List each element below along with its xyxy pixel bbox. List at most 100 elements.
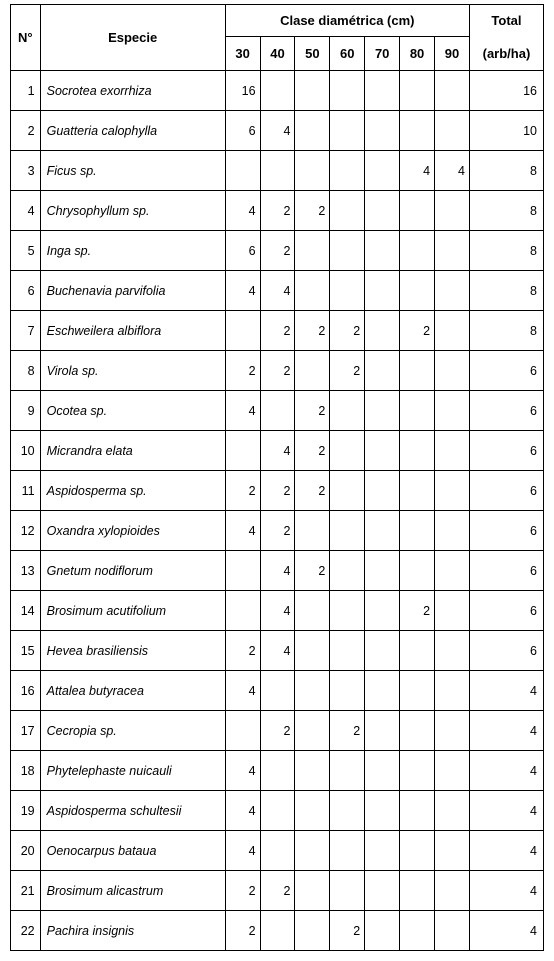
cell-value	[400, 271, 435, 311]
cell-total: 6	[469, 631, 543, 671]
cell-value	[400, 71, 435, 111]
cell-value	[225, 591, 260, 631]
cell-value	[225, 551, 260, 591]
cell-value	[400, 471, 435, 511]
cell-value	[400, 191, 435, 231]
table-row: 21Brosimum alicastrum224	[11, 871, 544, 911]
cell-value	[435, 551, 470, 591]
cell-value	[260, 391, 295, 431]
cell-especie: Socrotea exorrhiza	[40, 71, 225, 111]
cell-value: 4	[225, 191, 260, 231]
cell-value	[295, 271, 330, 311]
cell-value	[330, 71, 365, 111]
cell-total: 4	[469, 791, 543, 831]
cell-n: 11	[11, 471, 41, 511]
cell-value	[400, 551, 435, 591]
cell-n: 15	[11, 631, 41, 671]
cell-value: 4	[225, 831, 260, 871]
cell-value	[365, 751, 400, 791]
cell-n: 16	[11, 671, 41, 711]
cell-especie: Hevea brasiliensis	[40, 631, 225, 671]
cell-value	[435, 111, 470, 151]
cell-n: 8	[11, 351, 41, 391]
cell-total: 8	[469, 191, 543, 231]
table-row: 9Ocotea sp.426	[11, 391, 544, 431]
cell-value	[365, 831, 400, 871]
cell-total: 8	[469, 311, 543, 351]
cell-especie: Micrandra elata	[40, 431, 225, 471]
cell-especie: Ocotea sp.	[40, 391, 225, 431]
cell-value	[435, 431, 470, 471]
cell-value	[295, 511, 330, 551]
cell-value	[435, 911, 470, 951]
table-header: N° Especie Clase diamétrica (cm) Total 3…	[11, 5, 544, 71]
cell-value	[295, 751, 330, 791]
table-row: 7Eschweilera albiflora22228	[11, 311, 544, 351]
table-row: 17Cecropia sp.224	[11, 711, 544, 751]
cell-value	[435, 311, 470, 351]
header-d90: 90	[435, 37, 470, 71]
cell-value	[295, 351, 330, 391]
cell-value	[365, 311, 400, 351]
cell-value	[295, 591, 330, 631]
cell-value	[400, 831, 435, 871]
cell-value	[435, 831, 470, 871]
cell-value: 4	[225, 391, 260, 431]
cell-value: 16	[225, 71, 260, 111]
cell-total: 4	[469, 751, 543, 791]
cell-n: 17	[11, 711, 41, 751]
cell-n: 21	[11, 871, 41, 911]
table-row: 13Gnetum nodiflorum426	[11, 551, 544, 591]
cell-value: 2	[260, 351, 295, 391]
table-row: 18Phytelephaste nuicauli44	[11, 751, 544, 791]
cell-value: 2	[330, 311, 365, 351]
cell-value: 2	[225, 351, 260, 391]
cell-value	[295, 111, 330, 151]
cell-value: 4	[225, 511, 260, 551]
cell-value	[330, 191, 365, 231]
cell-value	[330, 871, 365, 911]
cell-value	[295, 791, 330, 831]
table-row: 11Aspidosperma sp.2226	[11, 471, 544, 511]
cell-value	[260, 791, 295, 831]
cell-especie: Cecropia sp.	[40, 711, 225, 751]
cell-value: 6	[225, 111, 260, 151]
cell-value	[295, 151, 330, 191]
cell-value	[295, 71, 330, 111]
cell-value: 2	[260, 191, 295, 231]
species-table: N° Especie Clase diamétrica (cm) Total 3…	[10, 4, 544, 951]
cell-value: 2	[330, 911, 365, 951]
cell-n: 20	[11, 831, 41, 871]
cell-value	[400, 231, 435, 271]
cell-value: 4	[225, 751, 260, 791]
cell-value	[365, 111, 400, 151]
cell-value	[330, 271, 365, 311]
cell-total: 4	[469, 911, 543, 951]
cell-value	[295, 831, 330, 871]
header-d40: 40	[260, 37, 295, 71]
cell-value	[365, 471, 400, 511]
header-n: N°	[11, 5, 41, 71]
cell-value	[435, 671, 470, 711]
cell-value	[330, 231, 365, 271]
cell-value: 2	[295, 431, 330, 471]
cell-value	[435, 631, 470, 671]
cell-value	[365, 911, 400, 951]
cell-value: 4	[225, 791, 260, 831]
cell-n: 9	[11, 391, 41, 431]
cell-value: 2	[260, 711, 295, 751]
cell-value: 2	[260, 471, 295, 511]
table-row: 10Micrandra elata426	[11, 431, 544, 471]
cell-value	[330, 431, 365, 471]
cell-value	[330, 551, 365, 591]
cell-value	[435, 71, 470, 111]
cell-n: 13	[11, 551, 41, 591]
cell-value	[330, 831, 365, 871]
header-total-2: (arb/ha)	[469, 37, 543, 71]
cell-total: 10	[469, 111, 543, 151]
cell-n: 19	[11, 791, 41, 831]
cell-value	[365, 351, 400, 391]
cell-value	[400, 351, 435, 391]
cell-value	[365, 431, 400, 471]
cell-especie: Ficus sp.	[40, 151, 225, 191]
